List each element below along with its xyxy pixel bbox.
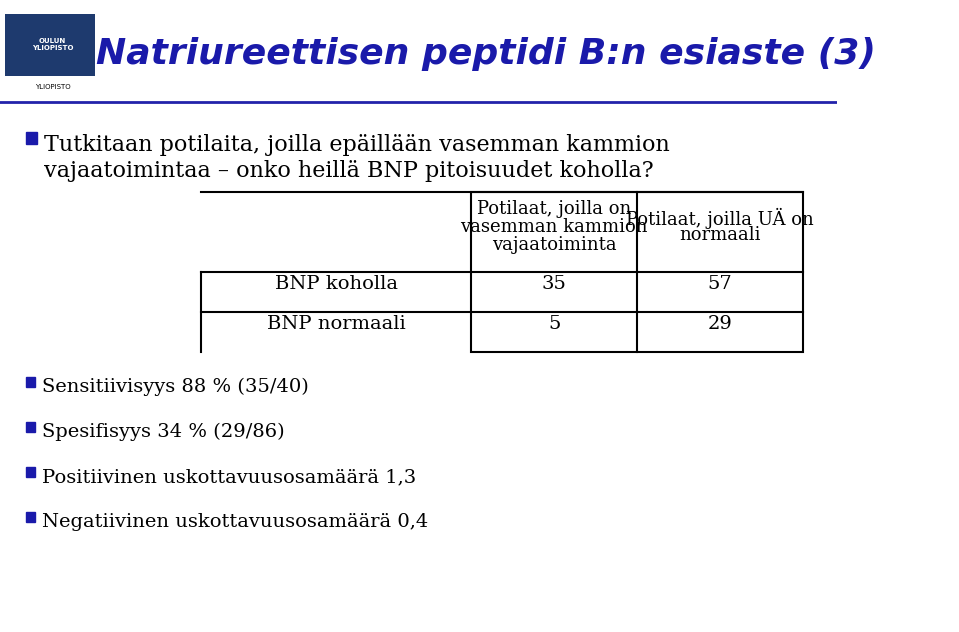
- Text: Potilaat, joilla on: Potilaat, joilla on: [478, 200, 631, 218]
- Text: vajaatoiminta: vajaatoiminta: [492, 236, 617, 254]
- Bar: [472, 192, 803, 352]
- FancyBboxPatch shape: [6, 15, 95, 76]
- Text: Spesifisyys 34 % (29/86): Spesifisyys 34 % (29/86): [42, 423, 285, 441]
- Text: OULUN
YLIOPISTO: OULUN YLIOPISTO: [32, 38, 74, 51]
- Bar: [26, 422, 35, 432]
- Bar: [26, 132, 36, 144]
- Text: 57: 57: [708, 275, 733, 293]
- Text: Sensitiivisyys 88 % (35/40): Sensitiivisyys 88 % (35/40): [42, 378, 309, 396]
- Text: 29: 29: [708, 315, 733, 333]
- Text: vajaatoimintaa – onko heillä BNP pitoisuudet koholla?: vajaatoimintaa – onko heillä BNP pitoisu…: [44, 160, 653, 182]
- Text: BNP normaali: BNP normaali: [267, 315, 406, 333]
- Text: vasemman kammion: vasemman kammion: [460, 218, 648, 236]
- Text: Negatiivinen uskottavuusosamäärä 0,4: Negatiivinen uskottavuusosamäärä 0,4: [42, 513, 428, 531]
- Text: Positiivinen uskottavuusosamäärä 1,3: Positiivinen uskottavuusosamäärä 1,3: [42, 468, 416, 486]
- Text: 35: 35: [542, 275, 567, 293]
- Text: Potilaat, joilla UÄ on: Potilaat, joilla UÄ on: [626, 208, 814, 229]
- Bar: [26, 512, 35, 522]
- Bar: [26, 467, 35, 477]
- Text: Tutkitaan potilaita, joilla epäillään vasemman kammion: Tutkitaan potilaita, joilla epäillään va…: [44, 134, 669, 156]
- Bar: [26, 377, 35, 387]
- Text: normaali: normaali: [679, 226, 760, 244]
- Text: Natriureettisen peptidi B:n esiaste (3): Natriureettisen peptidi B:n esiaste (3): [96, 37, 876, 71]
- Text: 5: 5: [549, 315, 560, 333]
- Text: YLIOPISTO: YLIOPISTO: [35, 84, 71, 90]
- Text: BNP koholla: BNP koholla: [274, 275, 398, 293]
